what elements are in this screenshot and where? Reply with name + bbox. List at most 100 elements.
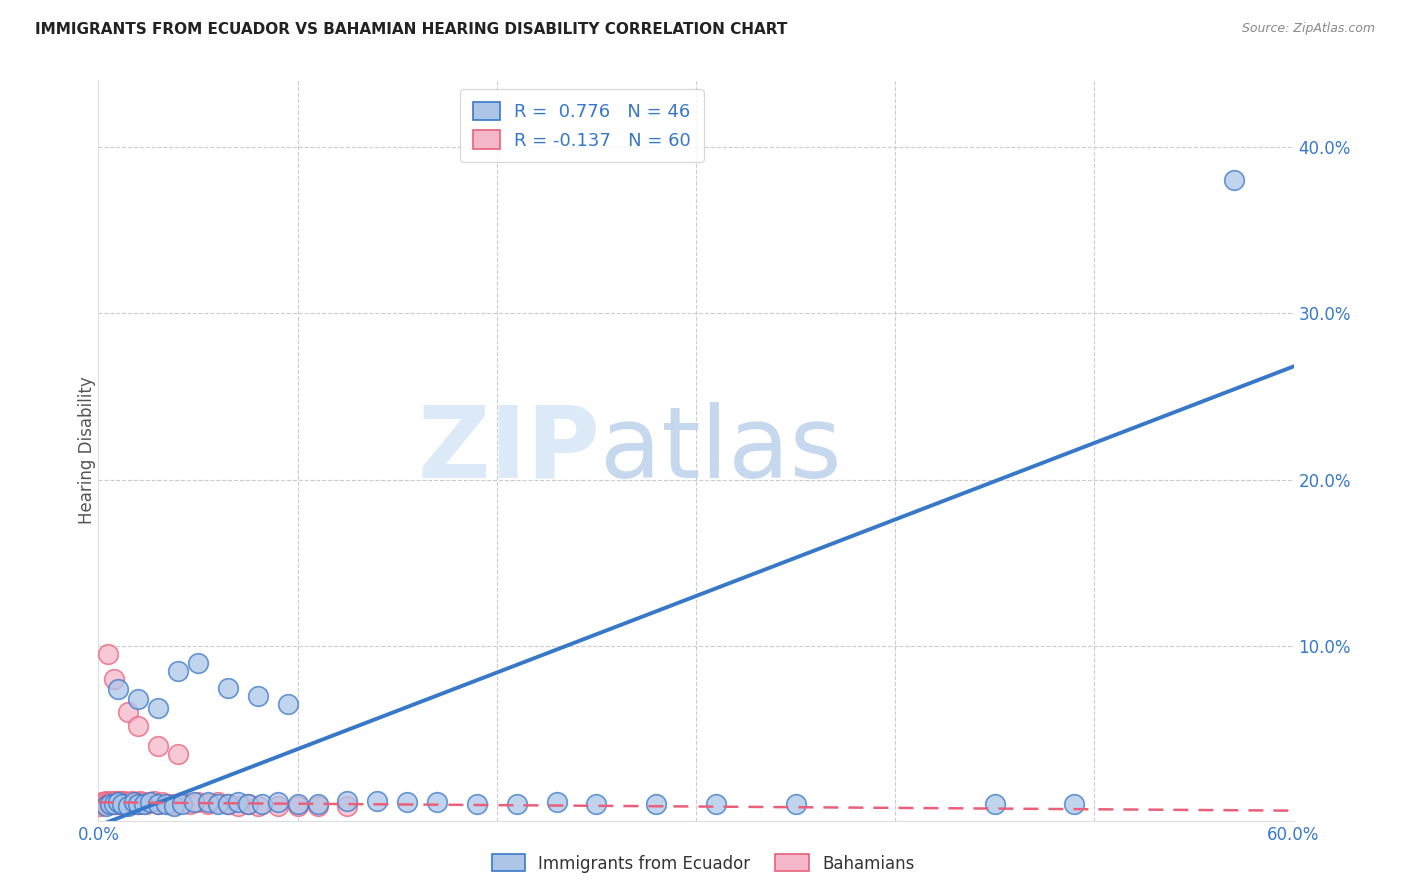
Point — [157, 797, 180, 811]
Point — [107, 795, 129, 809]
Text: IMMIGRANTS FROM ECUADOR VS BAHAMIAN HEARING DISABILITY CORRELATION CHART: IMMIGRANTS FROM ECUADOR VS BAHAMIAN HEAR… — [35, 22, 787, 37]
Y-axis label: Hearing Disability: Hearing Disability — [79, 376, 96, 524]
Point — [148, 700, 170, 714]
Point — [96, 797, 118, 811]
Point — [150, 795, 173, 809]
Point — [125, 795, 148, 809]
Point — [396, 795, 419, 809]
Point — [120, 795, 142, 809]
Point — [207, 795, 229, 809]
Point — [121, 794, 143, 808]
Point — [287, 797, 309, 811]
Point — [336, 794, 359, 808]
Point — [129, 794, 152, 808]
Point — [110, 795, 132, 809]
Point — [135, 797, 157, 811]
Point — [217, 681, 239, 695]
Point — [187, 795, 209, 809]
Point — [163, 797, 186, 811]
Legend: R =  0.776   N = 46, R = -0.137   N = 60: R = 0.776 N = 46, R = -0.137 N = 60 — [460, 89, 703, 162]
Point — [585, 797, 607, 811]
Point — [179, 797, 201, 811]
Point — [197, 797, 219, 811]
Point — [127, 797, 149, 811]
Point — [97, 795, 120, 809]
Point — [139, 795, 162, 809]
Point — [307, 797, 329, 811]
Text: Source: ZipAtlas.com: Source: ZipAtlas.com — [1241, 22, 1375, 36]
Point — [103, 795, 125, 809]
Point — [207, 797, 229, 811]
Point — [107, 795, 129, 809]
Point — [250, 797, 273, 811]
Point — [148, 797, 170, 811]
Point — [1063, 797, 1085, 811]
Point — [167, 747, 190, 761]
Point — [163, 798, 186, 813]
Point — [785, 797, 807, 811]
Point — [93, 797, 115, 811]
Point — [426, 795, 449, 809]
Point — [105, 794, 128, 808]
Point — [267, 795, 290, 809]
Point — [984, 797, 1007, 811]
Text: ZIP: ZIP — [418, 402, 600, 499]
Point — [117, 797, 139, 811]
Point — [105, 797, 128, 811]
Point — [96, 798, 118, 813]
Point — [465, 797, 488, 811]
Point — [172, 795, 194, 809]
Point — [148, 739, 170, 753]
Point — [93, 795, 115, 809]
Point — [111, 797, 134, 811]
Point — [124, 795, 146, 809]
Point — [112, 794, 135, 808]
Point — [366, 794, 388, 808]
Point — [98, 797, 122, 811]
Point — [155, 797, 177, 811]
Point — [103, 797, 125, 811]
Point — [127, 797, 149, 811]
Point — [287, 798, 309, 813]
Point — [546, 795, 568, 809]
Point — [103, 797, 125, 811]
Point — [704, 797, 727, 811]
Point — [91, 797, 114, 811]
Point — [183, 795, 205, 809]
Point — [217, 797, 239, 811]
Point — [97, 647, 120, 661]
Point — [336, 798, 359, 813]
Point — [117, 706, 139, 720]
Point — [107, 797, 129, 811]
Point — [246, 689, 269, 703]
Text: atlas: atlas — [600, 402, 842, 499]
Point — [187, 656, 209, 670]
Point — [111, 797, 134, 811]
Point — [246, 798, 269, 813]
Point — [117, 798, 139, 813]
Point — [124, 797, 146, 811]
Point — [139, 795, 162, 809]
Point — [115, 795, 138, 809]
Point — [1223, 173, 1246, 187]
Legend: Immigrants from Ecuador, Bahamians: Immigrants from Ecuador, Bahamians — [485, 847, 921, 880]
Point — [267, 798, 290, 813]
Point — [89, 798, 111, 813]
Point — [277, 697, 299, 711]
Point — [134, 797, 156, 811]
Point — [110, 794, 132, 808]
Point — [226, 795, 249, 809]
Point — [506, 797, 529, 811]
Point — [111, 795, 134, 809]
Point — [127, 719, 149, 733]
Point — [167, 664, 190, 678]
Point — [103, 672, 125, 686]
Point — [101, 794, 124, 808]
Point — [197, 795, 219, 809]
Point — [98, 795, 122, 809]
Point — [97, 797, 120, 811]
Point — [101, 797, 124, 811]
Point — [172, 797, 194, 811]
Point — [131, 795, 153, 809]
Point — [236, 797, 259, 811]
